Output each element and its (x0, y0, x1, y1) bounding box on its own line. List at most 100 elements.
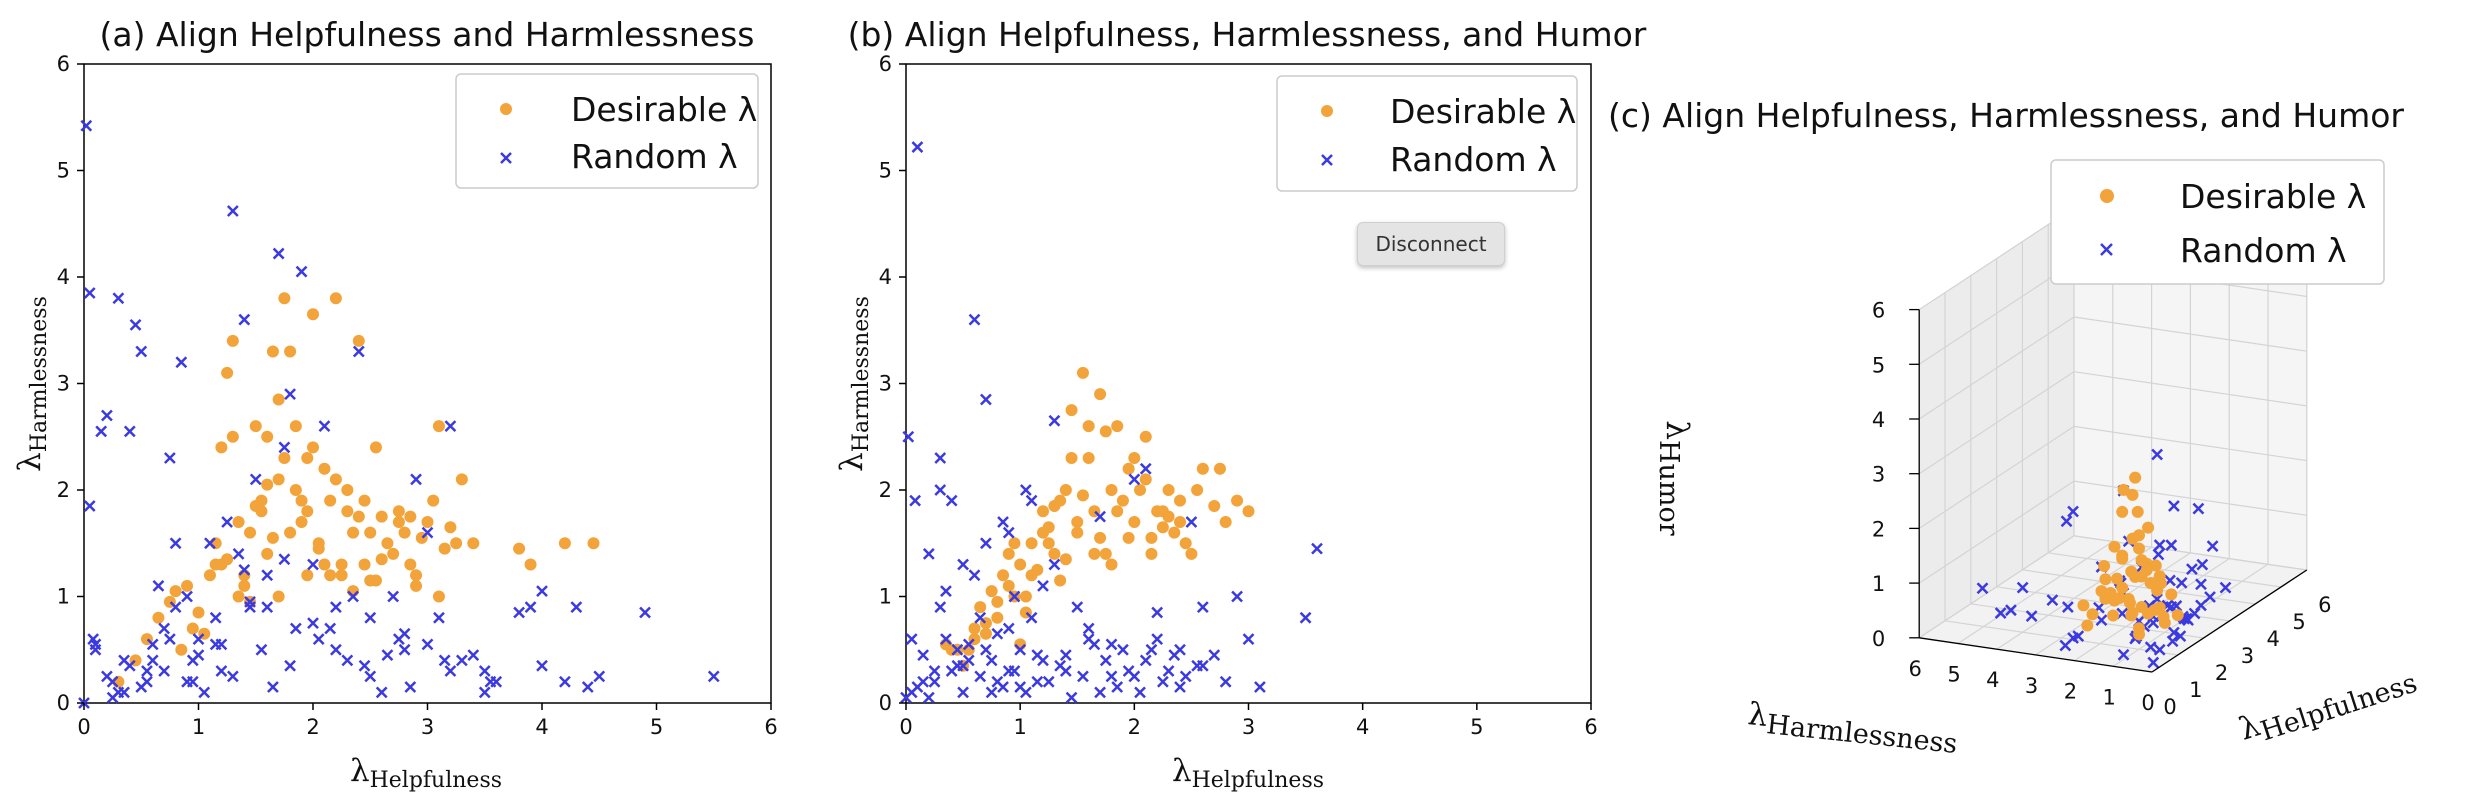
desirable-point (2142, 521, 2155, 534)
random-point (2195, 578, 2207, 591)
desirable-point (432, 590, 445, 603)
desirable-point (1139, 473, 1152, 486)
harmlessness-tick-label: 3 (2025, 674, 2038, 698)
desirable-point (226, 430, 239, 443)
svg-text:λHelpfulness: λHelpfulness (350, 753, 502, 792)
random-point (2095, 614, 2108, 626)
random-point (940, 585, 952, 598)
desirable-point (1213, 462, 1226, 475)
desirable-point (295, 515, 308, 528)
disconnect-button[interactable]: Disconnect (1357, 222, 1505, 266)
panel-c-harmlessness-label: λHarmlessness (1746, 696, 1960, 760)
desirable-point (369, 574, 382, 587)
desirable-point (232, 515, 245, 528)
x-tick-label: 3 (421, 715, 434, 739)
desirable-point (1082, 420, 1095, 433)
random-point (581, 681, 594, 693)
humor-tick-label: 6 (1872, 299, 1885, 323)
random-point (163, 452, 176, 464)
svg-text:λHarmlessness: λHarmlessness (12, 296, 52, 472)
desirable-point (1037, 526, 1049, 539)
random-point (559, 675, 571, 688)
desirable-point (1168, 526, 1181, 539)
random-point (2061, 601, 2074, 613)
helpfulness-tick-label: 6 (2318, 593, 2331, 617)
desirable-point (2133, 622, 2146, 635)
random-point (980, 393, 992, 406)
random-point (330, 601, 342, 614)
desirable-point (152, 611, 165, 624)
random-point (2060, 515, 2073, 528)
random-point (307, 617, 319, 630)
desirable-point (289, 420, 302, 433)
desirable-point (2098, 560, 2111, 573)
desirable-point (307, 308, 319, 321)
random-point (238, 563, 251, 576)
random-point (1311, 542, 1323, 555)
random-point (951, 643, 964, 656)
random-point (1031, 649, 1044, 661)
random-point (2152, 548, 2165, 561)
desirable-point (2123, 596, 2136, 609)
desirable-point (238, 579, 251, 592)
random-point (192, 633, 205, 645)
random-point (922, 548, 935, 560)
random-point (135, 345, 148, 358)
panel-c: (c) Align Helpfulness, Harmlessness, and… (1608, 96, 2421, 760)
desirable-point (1111, 505, 1124, 518)
desirable-point (398, 526, 411, 539)
random-point (289, 622, 302, 635)
y-tick-label: 5 (879, 159, 892, 183)
random-point (1242, 633, 1255, 645)
random-point (215, 665, 228, 677)
random-point (1231, 590, 1243, 603)
random-point (962, 654, 975, 667)
random-point (209, 638, 222, 651)
desirable-point (312, 542, 325, 555)
random-point (89, 638, 102, 651)
random-point (1179, 670, 1192, 683)
x-tick-label: 2 (306, 715, 319, 739)
random-point (261, 601, 274, 614)
random-point (985, 686, 998, 699)
desirable-point (1065, 452, 1078, 465)
desirable-point (295, 494, 308, 507)
random-point (158, 665, 171, 677)
random-point (2165, 539, 2178, 552)
random-point (513, 606, 525, 619)
x-tick-label: 3 (1242, 715, 1255, 739)
desirable-point (587, 537, 600, 550)
desirable-point (335, 558, 348, 571)
y-tick-label: 0 (879, 691, 892, 715)
panel-b-title: (b) Align Helpfulness, Harmlessness, and… (848, 15, 1647, 54)
random-point (421, 526, 434, 539)
panel-a-legend-box (455, 73, 759, 189)
random-point (186, 675, 199, 688)
svg-text:λHelpfulness: λHelpfulness (2235, 657, 2421, 753)
helpfulness-tick-label: 2 (2215, 661, 2228, 685)
desirable-point (169, 585, 182, 598)
random-point (928, 675, 941, 688)
random-point (2174, 630, 2187, 643)
desirable-point (2077, 599, 2090, 612)
random-point (83, 500, 96, 512)
legend-desirable-label: Desirable λ (571, 90, 757, 129)
desirable-point (226, 334, 239, 347)
random-point (928, 665, 941, 677)
random-point (158, 622, 171, 635)
y-tick-label: 6 (57, 52, 70, 76)
x-tick-label: 2 (1128, 715, 1141, 739)
x-tick-label: 6 (764, 715, 777, 739)
legend-desirable-marker (2100, 189, 2114, 203)
random-point (900, 691, 912, 704)
random-point (433, 611, 445, 624)
svg-text:λHarmlessness: λHarmlessness (1746, 696, 1960, 760)
floor-gridline (1918, 535, 2075, 639)
random-point (1077, 670, 1089, 683)
desirable-point (2135, 600, 2148, 613)
random-point (2192, 502, 2205, 515)
random-point (2151, 448, 2164, 461)
harmlessness-tick-label: 6 (1909, 657, 1922, 681)
desirable-point (2108, 540, 2121, 553)
